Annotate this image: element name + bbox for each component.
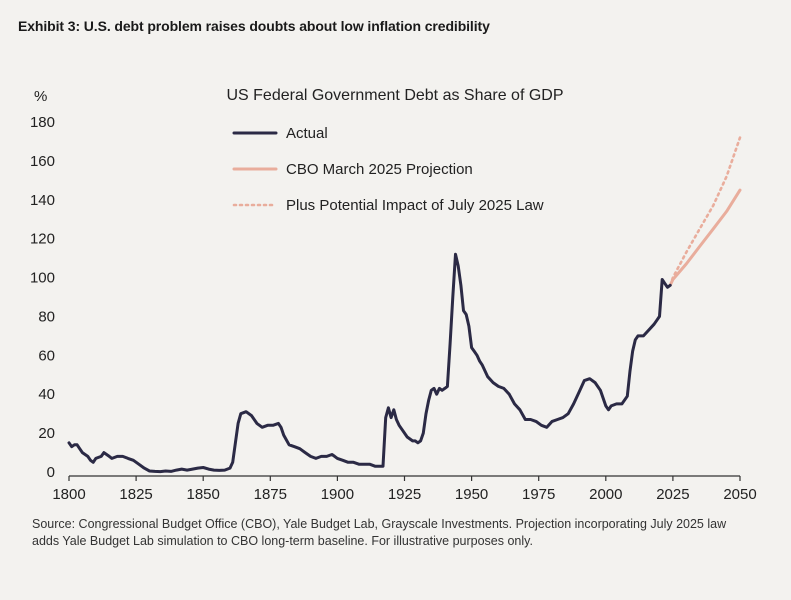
x-tick-label: 1950 (455, 486, 488, 503)
series-line-0 (67, 252, 672, 474)
chart-title: US Federal Government Debt as Share of G… (226, 87, 563, 104)
series-layer (67, 136, 742, 474)
y-tick-label: 0 (47, 464, 55, 481)
x-tick-label: 2050 (723, 486, 756, 503)
x-tick-label: 1900 (321, 486, 354, 503)
y-tick-label: 40 (38, 386, 55, 403)
y-axis: 0 20 40 60 80 100 120 140 160 180 (30, 114, 55, 481)
x-tick-label: 1825 (119, 486, 152, 503)
y-tick-label: 100 (30, 270, 55, 287)
y-tick-label: 60 (38, 347, 55, 364)
x-tick-label: 1875 (254, 486, 287, 503)
legend-label-0: Actual (286, 125, 328, 142)
y-tick-label: 160 (30, 153, 55, 170)
y-tick-label: 80 (38, 308, 55, 325)
legend-label-2: Plus Potential Impact of July 2025 Law (286, 197, 544, 214)
exhibit-title: Exhibit 3: U.S. debt problem raises doub… (18, 18, 490, 34)
y-axis-unit-label: % (34, 88, 47, 105)
y-tick-label: 140 (30, 192, 55, 209)
y-tick-label: 120 (30, 231, 55, 248)
x-tick-label: 2025 (656, 486, 689, 503)
x-tick-label: 1975 (522, 486, 555, 503)
legend: Actual CBO March 2025 Projection Plus Pote… (232, 125, 544, 214)
x-axis: 1800 1825 1850 1875 1900 1925 1950 1975 2000 2025… (52, 475, 757, 503)
series-line-1 (668, 188, 742, 287)
series-line-2 (668, 136, 742, 287)
y-tick-label: 20 (38, 425, 55, 442)
source-note: Source: Congressional Budget Office (CBO… (32, 517, 727, 548)
legend-label-1: CBO March 2025 Projection (286, 161, 473, 178)
x-tick-label: 1800 (52, 486, 85, 503)
x-tick-label: 1850 (187, 486, 220, 503)
x-tick-label: 2000 (589, 486, 622, 503)
y-tick-label: 180 (30, 114, 55, 131)
x-tick-label: 1925 (388, 486, 421, 503)
